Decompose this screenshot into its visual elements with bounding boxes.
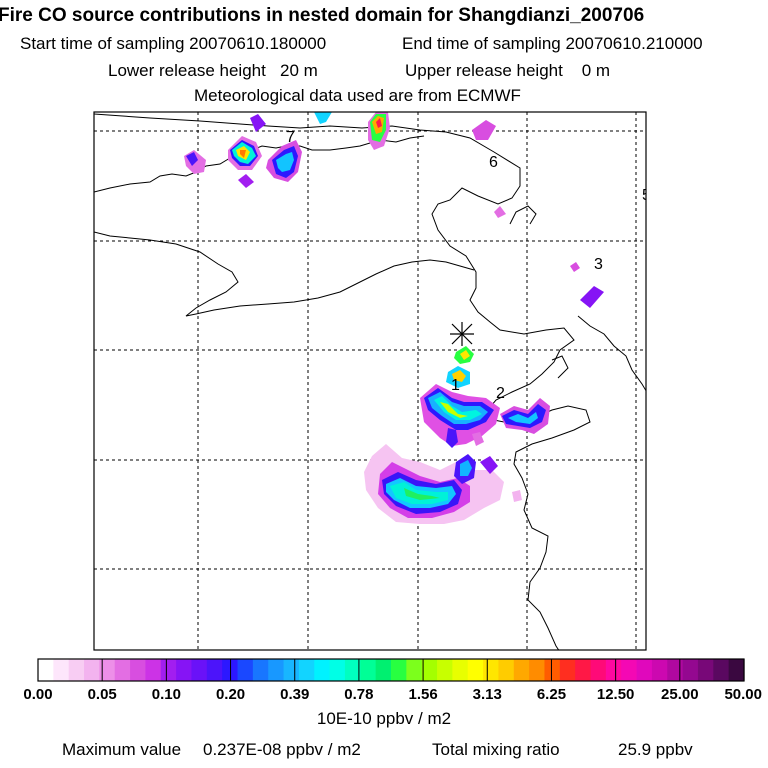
colorbar-swatch (391, 659, 407, 681)
colorbar-swatch (68, 659, 85, 681)
colorbar-tick-label: 0.39 (280, 686, 309, 703)
colorbar-swatch (667, 659, 684, 681)
coastline (94, 113, 646, 650)
colorbar-swatch (145, 659, 162, 681)
colorbar-tick-label: 1.56 (408, 686, 437, 703)
colorbar-swatch (84, 659, 100, 681)
colorbar-swatch (559, 659, 576, 681)
colorbar-tick-label: 0.20 (216, 686, 245, 703)
colorbar-swatch (344, 659, 361, 681)
colorbar-tick-label: 6.25 (537, 686, 566, 703)
region-label-3: 3 (594, 256, 603, 273)
colorbar-tick-label: 0.10 (152, 686, 181, 703)
colorbar-swatch (191, 659, 208, 681)
colorbar-swatch (467, 659, 484, 681)
colorbar-swatch (697, 659, 714, 681)
colorbar-swatch (360, 659, 377, 681)
colorbar-swatch (160, 659, 177, 681)
start-time-label: Start time of sampling 20070610.180000 (20, 34, 327, 53)
colorbar-tick-label: 3.13 (473, 686, 502, 703)
upper-release-label: Upper release height 0 m (405, 61, 611, 80)
region-label-6: 6 (489, 154, 498, 171)
colorbar-swatch (621, 659, 638, 681)
total-mixing-ratio-label: Total mixing ratio (432, 740, 560, 759)
total-mixing-ratio-value: 25.9 ppbv (618, 740, 693, 759)
colorbar-swatch (452, 659, 469, 681)
colorbar-swatch (636, 659, 653, 681)
colorbar-swatch (237, 659, 254, 681)
colorbar-swatch (130, 659, 147, 681)
colorbar-swatch (99, 659, 116, 681)
lower-release-label: Lower release height 20 m (108, 61, 318, 80)
colorbar-swatch (513, 659, 530, 681)
colorbar-tick-label: 0.00 (23, 686, 52, 703)
plume-region-2 (500, 398, 550, 434)
colorbar-swatch (38, 659, 54, 681)
colorbar-swatch (176, 659, 193, 681)
colorbar-frame (37, 658, 745, 682)
colorbar-swatch (375, 659, 392, 681)
plume-region-6 (472, 120, 506, 218)
release-heights: Lower release height 20 m Upper release … (0, 62, 768, 113)
contribution-field (184, 112, 604, 524)
region-label-1: 1 (451, 377, 460, 394)
colorbar-swatch (682, 659, 699, 681)
colorbar-swatch (206, 659, 223, 681)
colorbar-swatch (298, 659, 315, 681)
end-time-label: End time of sampling 20070610.210000 (402, 34, 703, 53)
units-label: 10E-10 ppbv / m2 (316, 709, 452, 728)
region-label-4: 4 (652, 175, 661, 192)
colorbar-swatch (329, 659, 346, 681)
colorbar-swatch (283, 659, 300, 681)
max-value: 0.237E-08 ppbv / m2 (203, 740, 361, 759)
region-label-5: 5 (642, 187, 651, 204)
met-data-line: Meteorological data used are from ECMWF (0, 87, 768, 121)
colorbar-tick-label: 25.00 (661, 686, 699, 703)
plume-south (364, 444, 522, 524)
colorbar (37, 658, 745, 682)
colorbar-swatch (529, 659, 546, 681)
receptor-marker-icon (450, 322, 474, 346)
colorbar-ticks: 0.00 0.05 0.10 0.20 0.39 0.78 1.56 3.13 6.25 12.5… (23, 686, 762, 703)
colorbar-swatch (498, 659, 515, 681)
colorbar-tick-label: 50.00 (724, 686, 762, 703)
met-data-label: Meteorological data used are from ECMWF (194, 86, 521, 105)
colorbar-swatch (437, 659, 453, 681)
colorbar-swatch (314, 659, 331, 681)
colorbar-tick-label: 0.05 (88, 686, 117, 703)
colorbar-swatch (590, 659, 607, 681)
colorbar-swatch (575, 659, 592, 681)
region-labels: 1 2 3 4 5 6 7 (286, 129, 661, 402)
plume-region-1 (420, 346, 500, 448)
plume-region-3 (570, 262, 604, 308)
sampling-times: Start time of sampling 20070610.180000 E… (0, 35, 768, 86)
colorbar-swatch (483, 659, 500, 681)
colorbar-swatch (651, 659, 668, 681)
colorbar-tick-label: 12.50 (597, 686, 635, 703)
plume-region-7 (184, 112, 390, 188)
colorbar-swatch (268, 659, 285, 681)
map-area (94, 112, 646, 650)
colorbar-swatch (406, 659, 423, 681)
colorbar-swatch (421, 659, 438, 681)
colorbar-swatch (728, 659, 745, 681)
colorbar-swatch (252, 659, 269, 681)
region-label-7: 7 (286, 129, 295, 146)
colorbar-swatch (114, 659, 131, 681)
colorbar-tick-label: 0.78 (344, 686, 373, 703)
colorbar-swatch (53, 659, 70, 681)
map-frame (93, 111, 647, 651)
colorbar-swatch (713, 659, 730, 681)
page-title: Fire CO source contributions in nested d… (0, 5, 645, 26)
colorbar-swatch (544, 659, 561, 681)
colorbar-swatch (605, 659, 622, 681)
max-value-label: Maximum value (62, 740, 182, 759)
region-label-2: 2 (496, 385, 505, 402)
